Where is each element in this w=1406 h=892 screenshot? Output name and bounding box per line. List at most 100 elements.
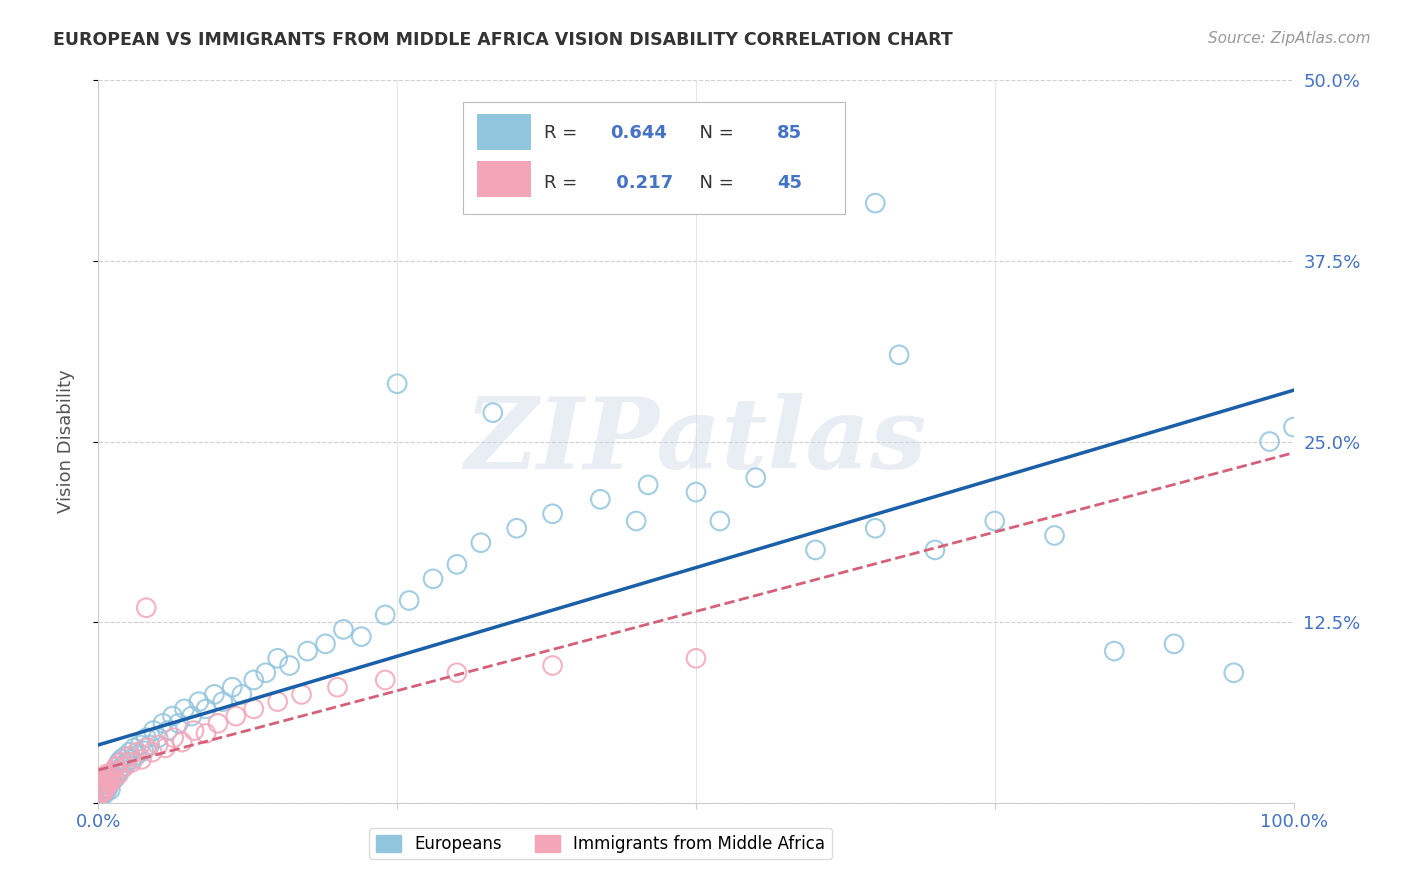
Point: [139, 738, 162, 752]
Point: [93, 775, 115, 789]
Point: [984, 514, 1007, 528]
Point: [1282, 420, 1305, 434]
Point: [100, 767, 122, 781]
Point: [589, 492, 612, 507]
Point: [98, 767, 122, 781]
Point: [148, 731, 170, 745]
Point: [637, 478, 659, 492]
Point: [195, 726, 218, 740]
Point: [96, 782, 118, 797]
Point: [422, 572, 444, 586]
Point: [225, 709, 247, 723]
Point: [315, 637, 337, 651]
Point: [91, 774, 114, 789]
Point: [110, 756, 132, 770]
Point: [385, 376, 409, 391]
Point: [100, 774, 122, 789]
Point: [111, 760, 134, 774]
Point: [114, 760, 136, 774]
Point: [94, 775, 117, 789]
Point: [291, 687, 314, 701]
Point: [98, 779, 121, 793]
Point: [924, 542, 946, 557]
Point: [326, 680, 349, 694]
Legend: Europeans, Immigrants from Middle Africa: Europeans, Immigrants from Middle Africa: [368, 828, 832, 860]
Point: [135, 731, 157, 745]
Point: [481, 406, 505, 420]
Point: [107, 767, 129, 781]
Point: [96, 779, 118, 793]
Point: [101, 770, 124, 784]
Point: [104, 771, 127, 785]
Point: [125, 745, 148, 759]
Point: [142, 723, 165, 738]
Point: [148, 738, 170, 752]
Bar: [477, 161, 531, 197]
Point: [211, 695, 233, 709]
Point: [267, 651, 290, 665]
Point: [131, 752, 153, 766]
Point: [94, 784, 117, 798]
Text: N =: N =: [688, 124, 740, 143]
Point: [135, 740, 157, 755]
Point: [94, 770, 117, 784]
Point: [96, 772, 118, 787]
Point: [350, 630, 373, 644]
Point: [1104, 644, 1126, 658]
Text: ZIPatlas: ZIPatlas: [465, 393, 927, 490]
Point: [1258, 434, 1281, 449]
Point: [278, 658, 301, 673]
Point: [231, 687, 253, 701]
Point: [167, 716, 190, 731]
Point: [121, 752, 143, 766]
Point: [108, 764, 131, 778]
Point: [91, 787, 114, 801]
Point: [89, 789, 111, 803]
Point: [98, 775, 122, 789]
Point: [93, 784, 115, 798]
Y-axis label: Vision Disability: Vision Disability: [56, 369, 75, 514]
Bar: [477, 114, 531, 150]
Point: [155, 740, 177, 755]
Point: [93, 787, 115, 801]
Point: [90, 786, 112, 800]
Point: [685, 651, 707, 665]
Point: [1043, 528, 1066, 542]
Point: [183, 723, 205, 738]
Point: [243, 702, 266, 716]
Text: R =: R =: [544, 174, 583, 192]
Point: [446, 665, 468, 680]
Point: [398, 593, 420, 607]
Text: 0.217: 0.217: [610, 174, 673, 192]
Point: [221, 680, 243, 694]
Point: [89, 789, 111, 803]
Point: [446, 558, 468, 572]
Point: [332, 623, 354, 637]
Point: [865, 196, 887, 211]
Point: [91, 779, 114, 793]
Point: [804, 542, 827, 557]
Point: [889, 348, 911, 362]
Point: [125, 748, 148, 763]
Point: [117, 749, 139, 764]
Point: [207, 716, 229, 731]
Point: [97, 774, 120, 789]
Point: [541, 658, 564, 673]
Point: [103, 764, 125, 778]
Point: [105, 760, 128, 774]
Point: [107, 756, 129, 770]
Text: N =: N =: [688, 174, 740, 192]
Point: [94, 781, 117, 796]
Point: [115, 756, 138, 770]
Point: [91, 774, 114, 789]
Point: [626, 514, 648, 528]
Point: [97, 781, 120, 796]
Point: [141, 745, 163, 759]
Point: [172, 735, 194, 749]
Text: EUROPEAN VS IMMIGRANTS FROM MIDDLE AFRICA VISION DISABILITY CORRELATION CHART: EUROPEAN VS IMMIGRANTS FROM MIDDLE AFRIC…: [53, 31, 953, 49]
Point: [97, 770, 120, 784]
Point: [1163, 637, 1185, 651]
FancyBboxPatch shape: [463, 102, 845, 214]
Text: Source: ZipAtlas.com: Source: ZipAtlas.com: [1208, 31, 1371, 46]
Text: 45: 45: [778, 174, 803, 192]
